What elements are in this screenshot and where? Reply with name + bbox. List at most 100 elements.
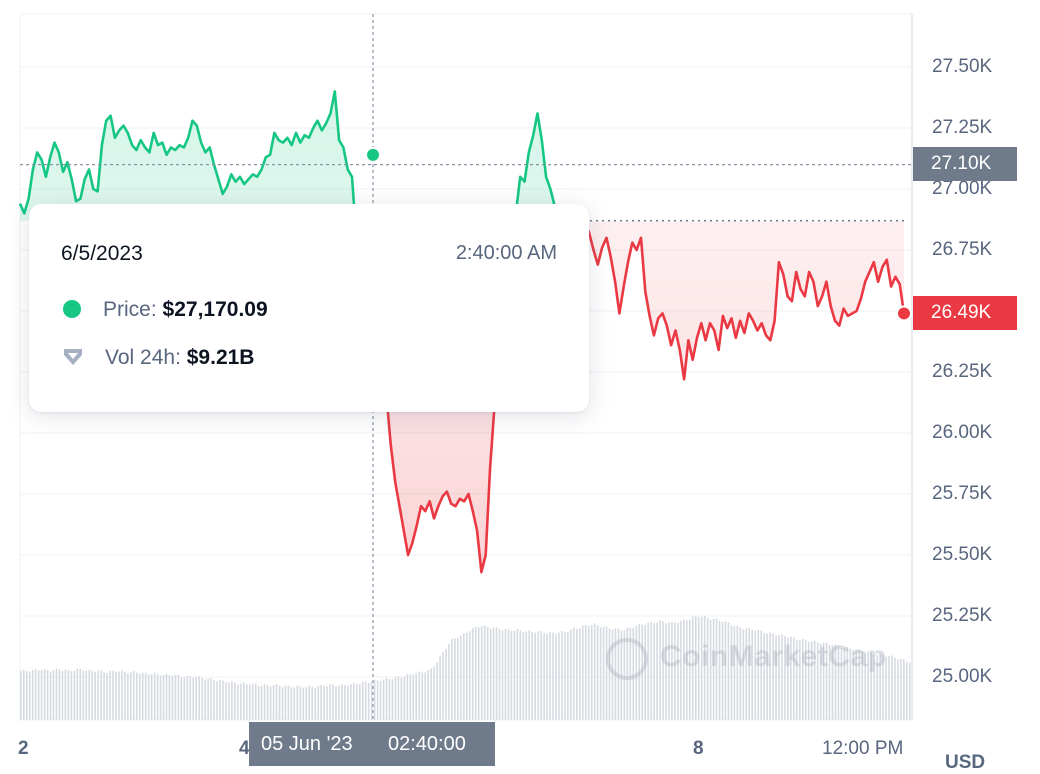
volume-bar (49, 671, 52, 720)
volume-bar (106, 673, 108, 720)
volume-bar (299, 686, 302, 720)
y-tick-label: 26.25K (932, 361, 993, 382)
coinmarketcap-logo-icon (606, 638, 648, 680)
volume-bar (468, 631, 471, 720)
currency-label: USD (945, 752, 986, 773)
volume-bar (397, 676, 400, 720)
volume-bar (697, 616, 700, 720)
volume-bar (596, 625, 599, 720)
volume-bar (903, 659, 905, 720)
volume-bar (590, 625, 593, 720)
volume-bar (578, 628, 581, 720)
volume-bar (605, 626, 608, 720)
volume-bar (189, 675, 192, 720)
volume-bar (882, 654, 884, 720)
volume-bar (341, 684, 343, 720)
volume-bar (22, 669, 25, 720)
volume-bar (237, 684, 239, 720)
volume-bar (507, 629, 510, 720)
volume-bar (894, 657, 896, 720)
volume-bar (94, 671, 96, 720)
volume-bar (332, 684, 334, 720)
volume-bar (391, 679, 394, 720)
volume-bar (124, 671, 126, 720)
volume-bar (766, 633, 768, 720)
volume-bar (192, 677, 195, 720)
area-above-reference (20, 91, 904, 221)
volume-bar (706, 618, 709, 720)
volume-bar (727, 622, 730, 720)
volume-bar (656, 622, 658, 720)
volume-bar (730, 625, 733, 720)
volume-bar (799, 640, 801, 720)
volume-bar (355, 684, 358, 720)
volume-bar (177, 674, 180, 720)
volume-bar (287, 685, 290, 720)
tooltip-volume-row: Vol 24h: $9.21B (61, 346, 254, 370)
crosshair-date-tag: 05 Jun '23 02:40:00 (249, 722, 495, 766)
volume-bar (608, 628, 611, 720)
volume-bar (97, 670, 99, 720)
volume-bar (460, 635, 462, 720)
volume-bar (671, 621, 673, 720)
volume-bar (361, 681, 364, 720)
volume-bar (816, 642, 819, 720)
volume-bar (281, 686, 284, 720)
y-tick-label: 25.50K (932, 544, 993, 565)
volume-bar (463, 632, 465, 720)
volume-bar (858, 648, 861, 720)
volume-bar (680, 620, 682, 720)
volume-bar (245, 684, 248, 720)
volume-bar (846, 647, 849, 720)
volume-bar (127, 673, 129, 720)
volume-bar (516, 629, 519, 720)
volume-bar (510, 631, 513, 720)
volume-bar (308, 685, 311, 720)
volume-bar (528, 630, 531, 720)
volume-bar (118, 671, 120, 720)
y-tick-label: 25.75K (932, 483, 993, 504)
volume-bar (724, 621, 727, 720)
volume-bar (709, 619, 712, 720)
y-tick-label: 25.00K (932, 666, 993, 687)
volume-bar (73, 670, 76, 720)
volume-bar (555, 634, 557, 720)
volume-bar (320, 685, 322, 720)
volume-bar (34, 668, 37, 720)
volume-bar (376, 680, 379, 720)
volume-bar (804, 639, 807, 720)
volume-bar (849, 648, 852, 720)
volume-bar (677, 622, 679, 720)
tooltip-price-label: Price: (103, 298, 157, 321)
volume-bar (531, 631, 534, 720)
volume-bar (180, 676, 183, 720)
volume-bar (448, 643, 450, 720)
volume-bar (492, 627, 495, 720)
volume-bar (757, 629, 759, 720)
volume-bar (703, 616, 706, 720)
chart-tooltip: 6/5/2023 2:40:00 AM Price: $27,170.09 Vo… (29, 204, 589, 412)
volume-bar (311, 686, 313, 720)
volume-bar (739, 627, 742, 720)
volume-bar (769, 632, 771, 720)
volume-bar (864, 652, 867, 720)
volume-bar (257, 685, 260, 720)
y-tick-label: 26.75K (932, 239, 993, 260)
volume-bar (471, 628, 474, 720)
volume-bar (504, 628, 507, 720)
volume-bar (840, 648, 843, 720)
volume-bar (382, 679, 385, 720)
volume-bar (168, 675, 171, 720)
volume-bar (674, 622, 676, 720)
volume-bar (130, 672, 132, 720)
volume-bar (876, 654, 878, 720)
volume-bar (195, 677, 198, 720)
volume-bar (204, 679, 206, 720)
volume-bar (132, 671, 135, 720)
volume-bar (406, 674, 409, 720)
volume-bar (234, 682, 236, 720)
volume-bar (135, 672, 138, 720)
volume-bar (644, 624, 646, 720)
volume-bar (219, 679, 221, 720)
volume-bar (121, 670, 123, 720)
